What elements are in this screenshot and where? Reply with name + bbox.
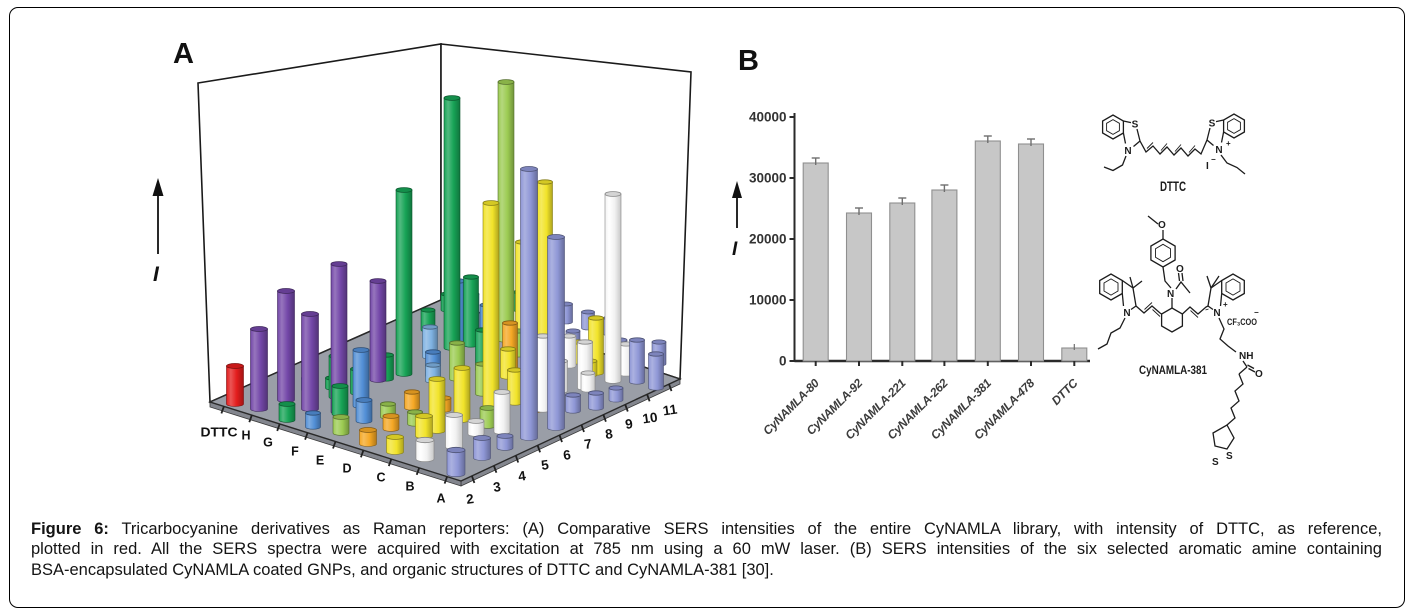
- svg-text:+: +: [1223, 300, 1228, 309]
- svg-text:CyNAMLA-381: CyNAMLA-381: [1139, 363, 1207, 377]
- svg-text:DTTC: DTTC: [1049, 376, 1081, 408]
- svg-text:C: C: [376, 471, 385, 485]
- svg-text:I: I: [153, 263, 160, 286]
- svg-text:6: 6: [562, 447, 572, 463]
- svg-text:0: 0: [779, 354, 787, 369]
- svg-text:B: B: [405, 480, 414, 494]
- svg-text:A: A: [436, 492, 445, 506]
- svg-text:N: N: [1215, 145, 1222, 156]
- svg-text:H: H: [241, 429, 250, 443]
- svg-text:N: N: [1124, 146, 1131, 157]
- svg-text:S: S: [1226, 451, 1233, 462]
- svg-text:O: O: [1158, 220, 1166, 231]
- svg-text:10: 10: [642, 410, 659, 427]
- svg-text:−: −: [1254, 308, 1259, 317]
- svg-text:5: 5: [540, 457, 550, 473]
- svg-text:DTTC: DTTC: [1160, 179, 1186, 194]
- svg-text:I: I: [1206, 161, 1209, 172]
- svg-text:DTTC: DTTC: [201, 426, 238, 440]
- svg-text:40000: 40000: [749, 110, 787, 125]
- svg-text:N: N: [1213, 308, 1220, 319]
- svg-text:11: 11: [662, 402, 679, 419]
- svg-text:+: +: [1226, 139, 1231, 148]
- svg-text:B: B: [738, 45, 759, 77]
- svg-text:E: E: [316, 454, 324, 468]
- svg-text:7: 7: [583, 436, 593, 452]
- svg-text:3: 3: [492, 479, 502, 495]
- svg-text:I: I: [732, 239, 738, 260]
- svg-text:S: S: [1209, 119, 1216, 130]
- svg-text:O: O: [1255, 369, 1263, 380]
- svg-text:4: 4: [517, 468, 527, 484]
- svg-text:S: S: [1212, 457, 1219, 468]
- svg-text:2: 2: [465, 491, 475, 507]
- svg-text:S: S: [1132, 120, 1139, 131]
- svg-text:N: N: [1167, 289, 1174, 300]
- svg-text:8: 8: [604, 426, 614, 442]
- svg-text:G: G: [263, 436, 273, 450]
- svg-text:D: D: [342, 462, 351, 476]
- svg-text:9: 9: [624, 416, 634, 432]
- svg-text:20000: 20000: [749, 232, 787, 247]
- svg-text:10000: 10000: [749, 293, 787, 308]
- svg-text:NH: NH: [1239, 351, 1253, 362]
- svg-text:−: −: [1211, 155, 1216, 164]
- svg-text:N: N: [1123, 308, 1130, 319]
- svg-text:O: O: [1176, 264, 1184, 275]
- svg-text:F: F: [291, 445, 299, 459]
- svg-text:A: A: [173, 38, 194, 70]
- svg-text:30000: 30000: [749, 171, 787, 186]
- svg-text:CF₃COO: CF₃COO: [1227, 317, 1257, 328]
